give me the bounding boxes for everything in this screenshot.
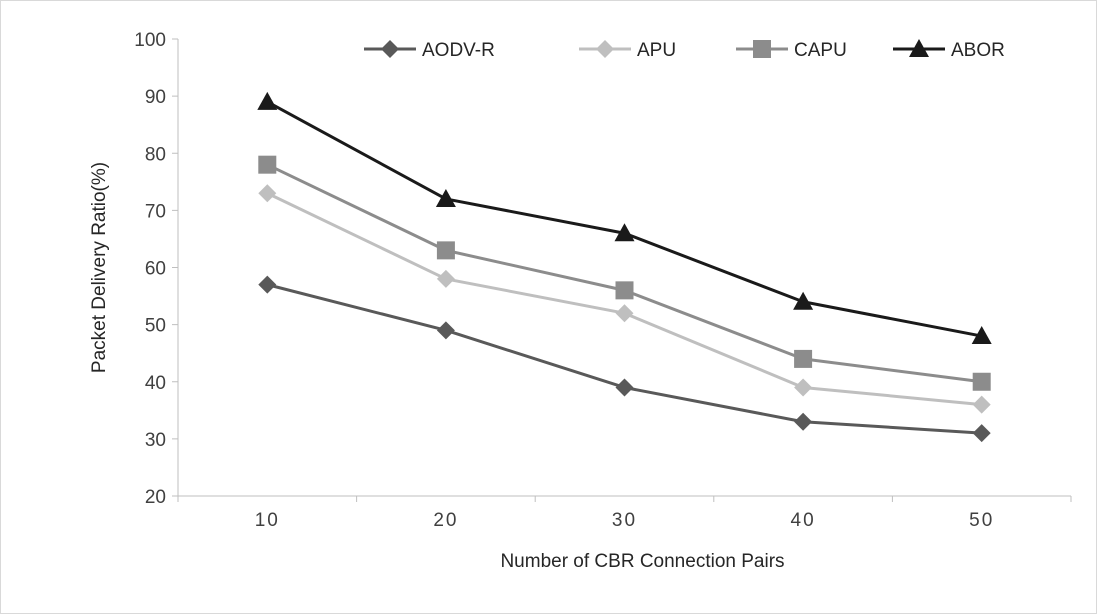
legend-marker [753, 40, 771, 58]
y-tick-label: 30 [145, 430, 166, 451]
data-point [615, 281, 634, 300]
series-line [266, 163, 982, 384]
legend-label: AODV-R [422, 40, 495, 61]
data-point [436, 241, 455, 260]
legend-item: CAPU [736, 40, 847, 61]
data-point [435, 188, 456, 207]
legend-label: APU [637, 40, 676, 61]
series-abor [257, 91, 992, 345]
data-point [257, 91, 278, 110]
y-tick-label: 100 [134, 30, 166, 51]
legend-label: CAPU [794, 40, 847, 61]
data-point [436, 321, 455, 340]
data-point [972, 424, 991, 443]
legend-label: ABOR [951, 40, 1005, 61]
series-capu [258, 155, 991, 391]
data-point [258, 275, 277, 294]
series-aodv-r [258, 275, 991, 443]
data-point [971, 326, 992, 345]
y-axis-title: Packet Delivery Ratio(%) [89, 162, 110, 373]
legend-marker [596, 40, 614, 58]
data-point [794, 378, 813, 397]
x-tick-label: 50 [969, 510, 994, 531]
series-apu [258, 184, 991, 414]
data-point [793, 291, 814, 310]
data-point [436, 269, 455, 288]
x-tick-label: 30 [612, 510, 637, 531]
data-point [972, 372, 991, 391]
x-tick-label: 20 [433, 510, 458, 531]
y-tick-label: 60 [145, 259, 166, 280]
legend-item: APU [579, 40, 676, 61]
y-axis-ticks: 20 30 40 50 60 70 80 90 100 [134, 30, 178, 508]
x-tick-label: 10 [255, 510, 280, 531]
x-tick-label: 40 [791, 510, 816, 531]
x-axis-title: Number of CBR Connection Pairs [500, 551, 784, 572]
y-tick-label: 40 [145, 373, 166, 394]
legend-marker [909, 39, 929, 57]
series-line [266, 100, 982, 338]
series-layer [257, 91, 992, 443]
y-tick-label: 20 [145, 487, 166, 508]
y-tick-label: 50 [145, 316, 166, 337]
legend: AODV-R APU CAPU ABOR [364, 39, 1005, 61]
data-point [614, 223, 635, 242]
data-point [258, 184, 277, 203]
y-tick-label: 80 [145, 144, 166, 165]
legend-item: AODV-R [364, 40, 495, 61]
legend-marker [381, 40, 399, 58]
data-point [972, 395, 991, 414]
axes [177, 39, 1071, 497]
data-point [794, 412, 813, 431]
y-tick-label: 70 [145, 201, 166, 222]
data-point [258, 155, 277, 174]
data-point [615, 304, 634, 323]
x-axis-ticks: 10 20 30 40 50 [177, 496, 1072, 531]
data-point [794, 349, 813, 368]
data-point [615, 378, 634, 397]
y-tick-label: 90 [145, 87, 166, 108]
legend-item: ABOR [893, 39, 1005, 61]
